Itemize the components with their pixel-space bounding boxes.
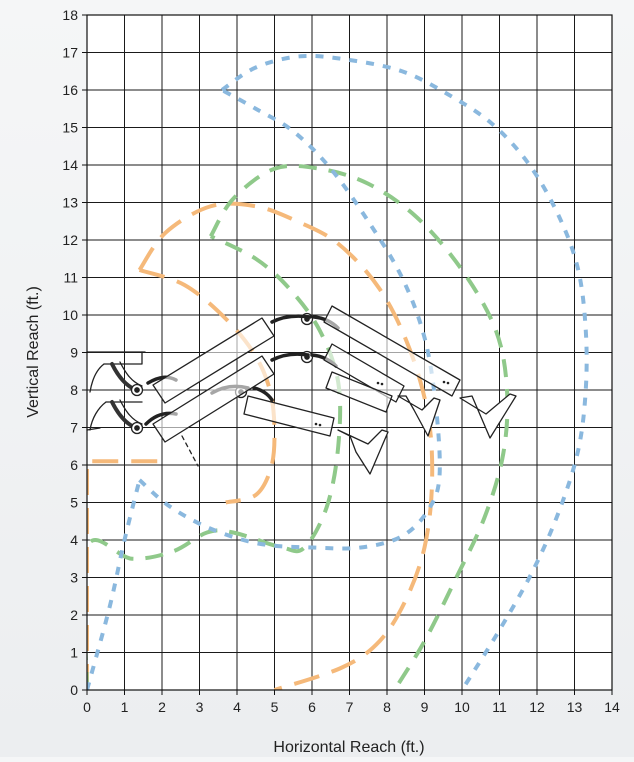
reach-envelope-line-7 — [220, 53, 589, 690]
x-tick-label-9: 9 — [421, 699, 429, 715]
boom-end-marks — [314, 380, 450, 427]
reach-envelope-line-6 — [138, 88, 442, 551]
outer-booms — [323, 305, 461, 413]
inner-booms — [152, 317, 335, 443]
y-tick-label-12: 12 — [62, 232, 78, 248]
x-tick-label-7: 7 — [346, 699, 354, 715]
y-tick-label-7: 7 — [70, 420, 78, 436]
x-tick-labels: 0 1 2 3 4 5 6 7 8 9 10 11 12 13 14 — [83, 699, 620, 715]
x-tick-label-6: 6 — [308, 699, 316, 715]
y-tick-label-15: 15 — [62, 120, 78, 136]
x-tick-label-5: 5 — [271, 699, 279, 715]
x-tick-label-13: 13 — [567, 699, 583, 715]
y-tick-label-10: 10 — [62, 307, 78, 323]
y-tick-label-2: 2 — [70, 607, 78, 623]
y-tick-label-0: 0 — [70, 682, 78, 698]
x-axis-title: Horizontal Reach (ft.) — [273, 739, 424, 756]
hydraulic-line — [181, 435, 199, 467]
reach-envelope-line-0 — [87, 459, 159, 690]
y-tick-label-1: 1 — [70, 645, 78, 661]
x-tick-label-2: 2 — [158, 699, 166, 715]
y-tick-label-18: 18 — [62, 7, 78, 23]
y-tick-label-11: 11 — [63, 270, 78, 286]
y-tick-label-3: 3 — [70, 570, 78, 586]
y-tick-label-13: 13 — [62, 195, 78, 211]
reach-envelope-line-4 — [209, 163, 510, 690]
x-tick-label-12: 12 — [529, 699, 545, 715]
y-tick-label-16: 16 — [62, 82, 78, 98]
x-tick-label-4: 4 — [233, 699, 241, 715]
y-tick-label-9: 9 — [70, 345, 78, 361]
y-tick-label-8: 8 — [70, 382, 78, 398]
machine-illustration — [86, 305, 517, 475]
y-axis-title: Vertical Reach (ft.) — [25, 286, 42, 418]
x-tick-label-0: 0 — [83, 699, 91, 715]
y-tick-label-17: 17 — [62, 45, 78, 61]
cutting-heads — [337, 393, 517, 475]
y-tick-label-5: 5 — [70, 495, 78, 511]
y-tick-label-4: 4 — [70, 532, 78, 548]
x-tick-label-11: 11 — [492, 699, 507, 715]
x-tick-label-10: 10 — [454, 699, 470, 715]
x-tick-label-1: 1 — [121, 699, 129, 715]
x-tick-label-3: 3 — [196, 699, 204, 715]
x-tick-label-14: 14 — [604, 699, 620, 715]
x-tick-label-8: 8 — [383, 699, 391, 715]
tick-marks — [82, 14, 613, 695]
y-tick-label-6: 6 — [70, 457, 78, 473]
reach-envelope-line-2 — [138, 268, 277, 505]
y-tick-label-14: 14 — [62, 157, 78, 173]
reach-envelope-line-3 — [87, 234, 343, 690]
